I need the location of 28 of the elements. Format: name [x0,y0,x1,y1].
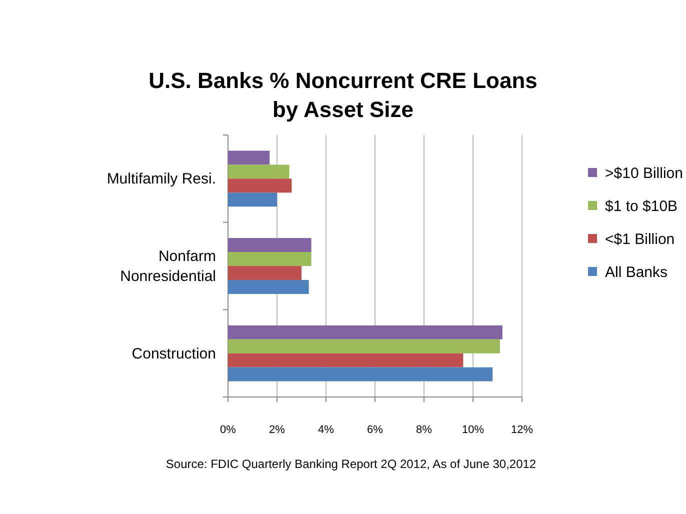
bar [228,238,312,252]
legend-label: >$10 Billion [605,165,683,182]
bar [228,325,502,340]
x-tick-label: 12% [510,424,534,436]
bar [228,266,302,280]
x-tick-label: 2% [269,424,286,436]
bar [228,178,292,193]
source-note: Source: FDIC Quarterly Banking Report 2Q 2012, As of June 30,2012 [166,457,536,471]
legend-label: All Banks [605,264,668,281]
x-tick-label: 0% [220,424,236,436]
y-tick-label: Construction [132,345,216,362]
x-tick-label: 4% [318,424,334,436]
bar [228,150,270,165]
y-tick-label: Nonfarm Nonresidential [120,248,216,285]
bar [228,280,309,294]
x-tick-label: 8% [416,424,432,436]
bar [228,353,464,368]
bar [228,367,493,382]
bar [228,164,290,179]
x-tick-label: 6% [367,424,384,436]
bar [228,252,312,266]
legend-label: <$1 Billion [605,231,675,248]
bar [228,339,500,354]
y-tick-label: Multifamily Resi. [106,170,216,188]
x-tick-label: 10% [462,424,484,436]
chart-title: U.S. Banks % Noncurrent CRE Loans by Asset Size [148,68,538,122]
legend-label: $1 to $10B [605,198,678,215]
bar [228,192,277,207]
